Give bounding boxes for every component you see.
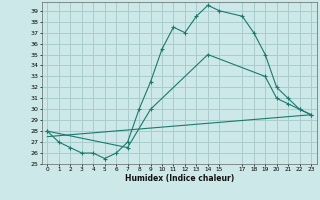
X-axis label: Humidex (Indice chaleur): Humidex (Indice chaleur): [124, 174, 234, 183]
